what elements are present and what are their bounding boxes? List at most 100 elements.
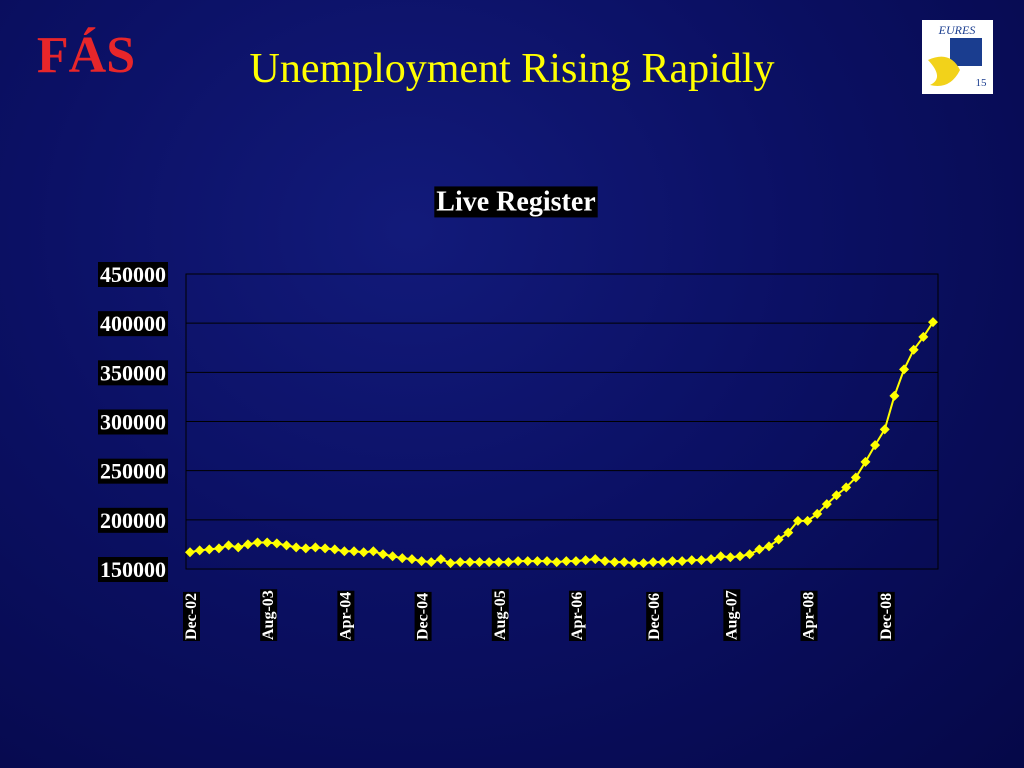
data-point [368, 546, 379, 557]
data-point [233, 542, 244, 553]
data-point [339, 546, 350, 557]
data-point [754, 544, 765, 555]
logo-eures: EURES 15 [922, 20, 993, 94]
x-tick-label: Dec-08 [878, 593, 895, 640]
data-point [435, 554, 446, 565]
data-point [696, 555, 707, 566]
label-bg [337, 590, 355, 641]
data-point [744, 549, 755, 560]
logo-shape [928, 56, 960, 86]
label-bg [98, 507, 168, 533]
data-point [204, 544, 215, 555]
data-point [426, 557, 437, 568]
label-bg [877, 591, 895, 641]
data-point [657, 557, 668, 568]
data-point [349, 546, 360, 557]
data-point [725, 552, 736, 563]
data-point [706, 554, 717, 565]
data-point [185, 547, 195, 558]
label-bg [98, 311, 168, 337]
chart-title: Live Register [436, 186, 595, 217]
data-point [281, 540, 292, 551]
data-point [252, 537, 263, 548]
data-point [648, 557, 659, 568]
y-tick-label: 150000 [100, 557, 166, 582]
x-tick-label: Aug-07 [723, 590, 740, 640]
label-bg [800, 590, 818, 641]
data-point [484, 557, 495, 568]
data-point [677, 556, 688, 567]
data-point [532, 556, 543, 567]
data-point [821, 499, 832, 510]
data-point [262, 537, 273, 548]
data-point [194, 545, 205, 556]
x-tick-label: Dec-04 [415, 593, 432, 640]
x-tick-label: Aug-05 [492, 590, 509, 640]
label-bg [98, 360, 168, 386]
data-point [503, 557, 514, 568]
data-point [542, 556, 553, 567]
label-bg [98, 409, 168, 435]
label-bg [491, 589, 509, 641]
x-tick-label: Dec-06 [646, 593, 663, 640]
data-point [464, 557, 475, 568]
y-tick-label: 300000 [100, 410, 166, 435]
logo-text: EURES [938, 23, 976, 37]
data-point [377, 549, 388, 560]
data-point [628, 558, 639, 569]
data-point [551, 557, 562, 568]
data-point [242, 539, 253, 550]
data-point [850, 472, 861, 483]
data-point [213, 543, 224, 554]
data-point [416, 556, 427, 567]
data-point [561, 556, 572, 567]
label-bg [98, 458, 168, 484]
data-point [792, 515, 803, 526]
label-bg [723, 589, 741, 641]
data-point [773, 534, 784, 545]
logo-flag [950, 38, 982, 66]
y-tick-label: 450000 [100, 262, 166, 287]
data-point [802, 515, 813, 526]
x-tick-label: Dec-02 [183, 593, 200, 640]
data-point [474, 557, 485, 568]
label-bg [183, 591, 200, 641]
data-point [715, 551, 726, 562]
data-point [831, 490, 842, 501]
data-point [879, 424, 890, 435]
data-point [570, 556, 581, 567]
x-tick-label: Apr-08 [801, 592, 818, 640]
data-point [397, 553, 408, 564]
data-point [406, 554, 417, 565]
slide-title: Unemployment Rising Rapidly [250, 46, 775, 92]
data-point [735, 551, 746, 562]
title-bg [434, 186, 598, 218]
data-point [513, 556, 524, 567]
data-point [638, 558, 649, 569]
data-point [599, 556, 610, 567]
data-point [522, 556, 533, 567]
y-tick-label: 200000 [100, 508, 166, 533]
data-point [609, 557, 620, 568]
data-point [445, 558, 456, 569]
data-point [686, 555, 697, 566]
series-line [189, 321, 934, 565]
data-point [387, 551, 398, 562]
data-point [783, 527, 794, 538]
data-point [358, 547, 369, 558]
data-point [590, 554, 601, 565]
data-point [493, 557, 504, 568]
label-bg [98, 557, 168, 582]
y-tick-label: 250000 [100, 459, 166, 484]
data-point [320, 543, 331, 554]
data-point [908, 344, 919, 355]
logo-fas: FÁS [37, 26, 135, 84]
data-point [860, 456, 871, 467]
data-point [619, 557, 630, 568]
label-bg [568, 590, 586, 641]
x-tick-label: Aug-03 [260, 590, 277, 640]
data-point [223, 540, 234, 551]
data-point [300, 543, 311, 554]
